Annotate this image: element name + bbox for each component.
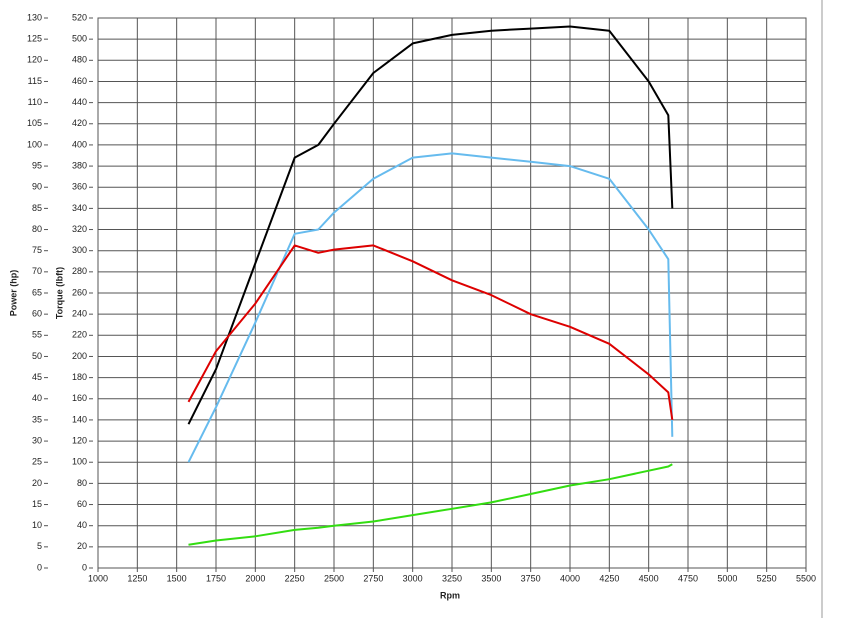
x-tick-label: 1250 — [127, 573, 147, 583]
y2-tick-label: 40 — [77, 520, 87, 530]
x-tick-label: 2750 — [363, 573, 383, 583]
y-tick-label: 85 — [32, 203, 42, 213]
y2-tick-label: 420 — [72, 118, 87, 128]
x-tick-label: 3000 — [403, 573, 423, 583]
y-tick-label: 35 — [32, 414, 42, 424]
x-tick-label: 2500 — [324, 573, 344, 583]
x-tick-label: 2250 — [285, 573, 305, 583]
y-tick-label: 90 — [32, 182, 42, 192]
y-tick-label: 130 — [27, 12, 42, 22]
y-tick-label: 30 — [32, 435, 42, 445]
x-tick-label: 5250 — [757, 573, 777, 583]
y2-tick-label: 300 — [72, 245, 87, 255]
y-tick-label: 0 — [37, 562, 42, 572]
y2-tick-label: 200 — [72, 351, 87, 361]
y2-tick-label: 480 — [72, 55, 87, 65]
y2-tick-label: 500 — [72, 34, 87, 44]
x-tick-label: 3250 — [442, 573, 462, 583]
y-tick-label: 80 — [32, 224, 42, 234]
y-tick-label: 70 — [32, 266, 42, 276]
y2-tick-label: 140 — [72, 414, 87, 424]
y-tick-label: 10 — [32, 520, 42, 530]
x-tick-label: 5500 — [796, 573, 816, 583]
y2-tick-label: 320 — [72, 224, 87, 234]
x-tick-label: 3500 — [481, 573, 501, 583]
x-tick-label: 4750 — [678, 573, 698, 583]
y-tick-label: 50 — [32, 351, 42, 361]
y2-tick-label: 180 — [72, 372, 87, 382]
y2-tick-label: 20 — [77, 541, 87, 551]
y-tick-label: 95 — [32, 160, 42, 170]
y2-tick-label: 280 — [72, 266, 87, 276]
y2-tick-label: 260 — [72, 287, 87, 297]
y2-tick-label: 460 — [72, 76, 87, 86]
y-tick-label: 115 — [28, 76, 42, 86]
y-tick-label: 20 — [32, 478, 42, 488]
x-tick-label: 1000 — [88, 573, 108, 583]
x-tick-label: 5000 — [717, 573, 737, 583]
x-tick-label: 2000 — [245, 573, 265, 583]
y-tick-label: 5 — [37, 541, 42, 551]
y2-tick-label: 360 — [72, 182, 87, 192]
x-tick-label: 4250 — [599, 573, 619, 583]
y2-tick-label: 520 — [72, 12, 87, 22]
y2-tick-label: 440 — [72, 97, 87, 107]
y2-tick-label: 160 — [72, 393, 87, 403]
x-tick-label: 1500 — [167, 573, 187, 583]
y-tick-label: 105 — [27, 118, 42, 128]
x-tick-label: 4500 — [639, 573, 659, 583]
y-tick-label: 65 — [32, 287, 42, 297]
series-line — [187, 244, 674, 421]
y-tick-label: 55 — [32, 330, 42, 340]
y-tick-label: 40 — [32, 393, 42, 403]
y2-tick-label: 0 — [82, 562, 87, 572]
series-line — [188, 463, 673, 546]
y2-tick-label: 60 — [77, 499, 87, 509]
x-tick-label: 1750 — [206, 573, 226, 583]
y-tick-label: 100 — [27, 139, 42, 149]
y-tick-label: 110 — [28, 97, 42, 107]
x-tick-label: 4000 — [560, 573, 580, 583]
y-axis-title: Power (hp) — [8, 270, 18, 317]
series-line — [187, 152, 674, 463]
y-tick-label: 60 — [32, 309, 42, 319]
y2-tick-label: 80 — [77, 478, 87, 488]
y2-tick-label: 380 — [72, 160, 87, 170]
x-tick-label: 3750 — [521, 573, 541, 583]
x-axis-title: Rpm — [440, 590, 460, 600]
y-tick-label: 15 — [32, 499, 42, 509]
y2-tick-label: 120 — [72, 435, 87, 445]
y2-tick-label: 240 — [72, 309, 87, 319]
series-line — [187, 25, 674, 425]
y2-tick-label: 340 — [72, 203, 87, 213]
y-tick-label: 45 — [32, 372, 42, 382]
y-tick-label: 120 — [27, 55, 42, 65]
y2-tick-label: 400 — [72, 139, 87, 149]
y-tick-label: 75 — [32, 245, 42, 255]
y2-tick-label: 220 — [72, 330, 87, 340]
y2-axis-title: Torque (lbft) — [54, 267, 64, 319]
y2-tick-label: 100 — [72, 457, 87, 467]
y-tick-label: 25 — [32, 457, 42, 467]
y-tick-label: 125 — [27, 34, 42, 44]
